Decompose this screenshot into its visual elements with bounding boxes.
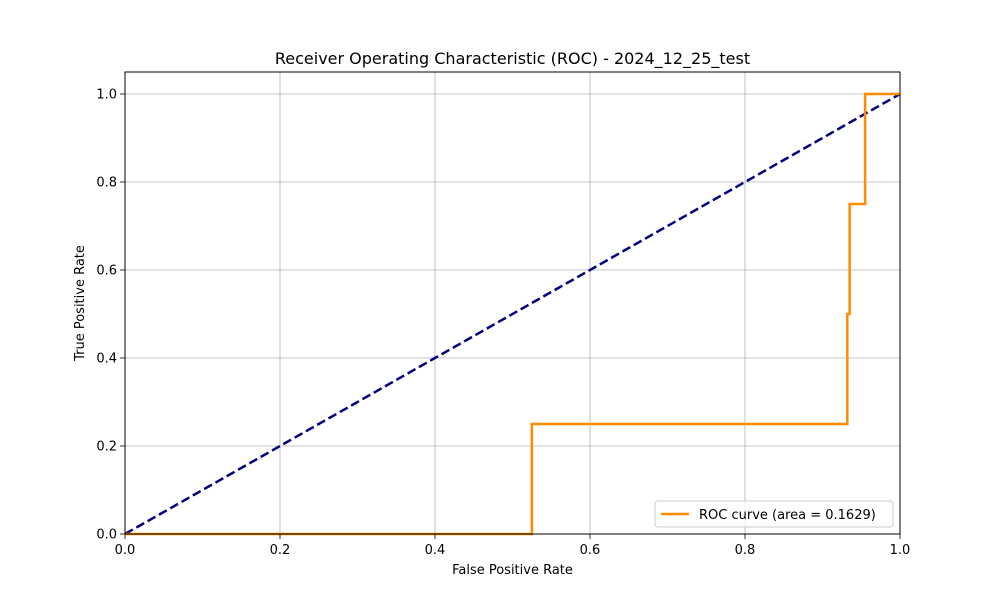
x-tick-label: 0.4 — [425, 543, 446, 558]
x-tick-label: 0.0 — [115, 543, 136, 558]
series-lines — [124, 92, 901, 536]
y-tick-label: 0.0 — [96, 528, 117, 543]
legend: ROC curve (area = 0.1629) — [654, 500, 894, 528]
x-tick-label: 0.8 — [735, 543, 756, 558]
y-tick-label: 0.6 — [96, 264, 117, 279]
y-tick-label: 0.8 — [96, 176, 117, 191]
y-axis-label: True Positive Rate — [73, 245, 88, 362]
legend-label-roc-curve: ROC curve (area = 0.1629) — [699, 508, 876, 523]
x-tick-label: 0.6 — [580, 543, 601, 558]
plot-area-frame — [124, 71, 901, 535]
x-tick-label: 1.0 — [890, 543, 911, 558]
y-tick-label: 0.4 — [96, 352, 117, 367]
roc-curve-line — [125, 92, 900, 536]
y-tick-label: 0.2 — [96, 440, 117, 455]
legend-box — [654, 500, 894, 528]
x-tick-label: 0.2 — [270, 543, 291, 558]
axis-ticks: 0.0 0.2 0.4 0.6 0.8 1.0 0.0 0.2 0.4 0.6 0.8 1.0 — [96, 88, 910, 559]
reference-diagonal-line — [124, 92, 901, 536]
chart-title: Receiver Operating Characteristic (ROC) … — [275, 49, 750, 69]
y-tick-label: 1.0 — [96, 88, 117, 103]
x-axis-label: False Positive Rate — [452, 563, 573, 578]
